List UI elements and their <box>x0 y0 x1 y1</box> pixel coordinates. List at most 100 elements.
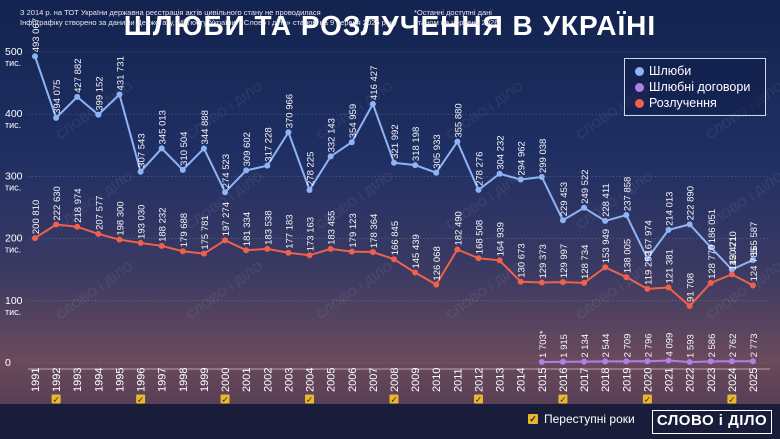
data-label: 317 228 <box>263 127 274 161</box>
x-tick-label: 2009 <box>410 368 422 392</box>
data-label: 150 210 <box>728 231 739 265</box>
data-point <box>137 168 144 175</box>
data-label: 91 708 <box>686 273 697 302</box>
data-point <box>74 93 81 100</box>
data-point <box>369 249 376 256</box>
data-label: 318 198 <box>411 127 422 161</box>
data-label: 304 232 <box>496 135 507 169</box>
legend-item-contracts: Шлюбні договори <box>635 79 757 95</box>
data-label: 345 013 <box>158 110 169 144</box>
leap-year-legend: ✓ Переступні роки <box>528 412 635 426</box>
leap-year-mark <box>305 394 315 404</box>
data-point <box>475 255 482 262</box>
x-tick-label: 2014 <box>516 368 528 392</box>
data-label: 179 123 <box>348 213 359 247</box>
data-point <box>517 278 524 285</box>
checkmark-icon: ✓ <box>644 396 651 405</box>
data-label: 145 439 <box>411 234 422 268</box>
data-point <box>53 221 60 228</box>
x-tick-label: 2004 <box>305 368 317 392</box>
x-tick-label: 1997 <box>157 368 169 392</box>
data-point <box>728 358 735 365</box>
checkmark-icon: ✓ <box>53 396 60 405</box>
data-label: 321 992 <box>390 124 401 158</box>
x-tick-label: 2005 <box>326 368 338 392</box>
data-label: 274 523 <box>221 154 232 188</box>
data-point <box>686 221 693 228</box>
data-label: 416 427 <box>369 66 380 100</box>
data-point <box>116 236 123 243</box>
data-label: 173 163 <box>306 217 317 251</box>
x-tick-label: 1999 <box>199 368 211 392</box>
data-point <box>750 257 756 264</box>
data-point <box>306 252 313 259</box>
data-label: 164 939 <box>496 222 507 256</box>
x-tick-label: 2008 <box>389 368 401 392</box>
data-point <box>602 217 609 224</box>
x-tick-label: 2007 <box>368 368 380 392</box>
data-point <box>707 244 714 251</box>
legend-label-divorces: Розлучення <box>649 96 717 110</box>
x-tick-label: 2002 <box>262 368 274 392</box>
brand-logo: СЛОВО і ДІЛО <box>652 410 772 434</box>
data-label: 309 602 <box>242 132 253 166</box>
data-point <box>348 248 355 255</box>
data-point <box>285 129 292 136</box>
data-label: 198 300 <box>115 201 126 235</box>
data-point <box>750 358 756 365</box>
leap-year-mark <box>473 394 483 404</box>
chart-svg: СЛОВО і ДІЛО СЛОВО і ДІЛО СЛОВО і ДІЛО СЛОВ… <box>5 18 780 405</box>
chart-legend: Шлюби Шлюбні договори Розлучення <box>624 58 766 116</box>
data-point <box>433 281 440 288</box>
data-label: 186 051 <box>707 209 718 243</box>
footer-bar <box>0 404 780 439</box>
data-label: 2 796 <box>643 333 654 357</box>
data-label: 165 587 <box>749 222 760 256</box>
x-tick-label: 2010 <box>431 368 443 392</box>
x-tick-label: 2025 <box>748 368 760 392</box>
data-label: 370 966 <box>284 94 295 128</box>
data-label: 200 810 <box>31 200 42 234</box>
y-tick-label: 300 <box>5 170 23 182</box>
leap-year-mark <box>220 394 230 404</box>
watermark-text: СЛОВО і ДІЛО <box>183 78 266 142</box>
data-label: 431 731 <box>115 56 126 90</box>
data-point <box>665 226 672 233</box>
footnote-latest-data: *Останні доступні дані станом на червень… <box>414 8 514 28</box>
x-tick-label: 2006 <box>347 368 359 392</box>
data-point <box>686 359 693 366</box>
x-tick-label: 2016 <box>558 368 570 392</box>
checkmark-icon: ✓ <box>728 396 735 405</box>
data-point <box>750 282 756 289</box>
data-point <box>95 230 102 237</box>
data-point <box>433 169 440 176</box>
data-label: 294 962 <box>517 141 528 175</box>
x-tick-label: 1993 <box>72 368 84 392</box>
y-tick-label: 200 <box>5 233 23 245</box>
data-label: 182 490 <box>453 211 464 245</box>
x-tick-label: 2000 <box>220 368 232 392</box>
data-label: 126 068 <box>432 246 443 280</box>
data-point <box>327 153 334 160</box>
data-label: 354 959 <box>348 104 359 138</box>
data-label: 207 577 <box>94 196 105 230</box>
data-label: 166 845 <box>390 221 401 255</box>
checkmark-icon: ✓ <box>390 396 397 405</box>
checkmark-icon: ✓ <box>137 396 144 405</box>
data-point <box>538 358 545 365</box>
data-point <box>517 176 524 183</box>
legend-marker-contracts <box>635 82 644 92</box>
data-point <box>32 53 38 60</box>
data-point <box>454 138 461 145</box>
data-point <box>200 250 207 257</box>
data-label: 1 915 <box>559 334 570 358</box>
data-point <box>665 284 672 291</box>
data-point <box>728 271 735 278</box>
data-point <box>306 186 313 193</box>
page-title: ШЛЮБИ ТА РОЗЛУЧЕННЯ В УКРАЇНІ <box>123 10 657 41</box>
data-point <box>327 245 334 252</box>
data-point <box>581 358 588 365</box>
data-point <box>32 235 38 242</box>
data-label: 222 890 <box>686 186 697 220</box>
footnote2-text: *Останні доступні дані станом на червень… <box>414 8 499 27</box>
